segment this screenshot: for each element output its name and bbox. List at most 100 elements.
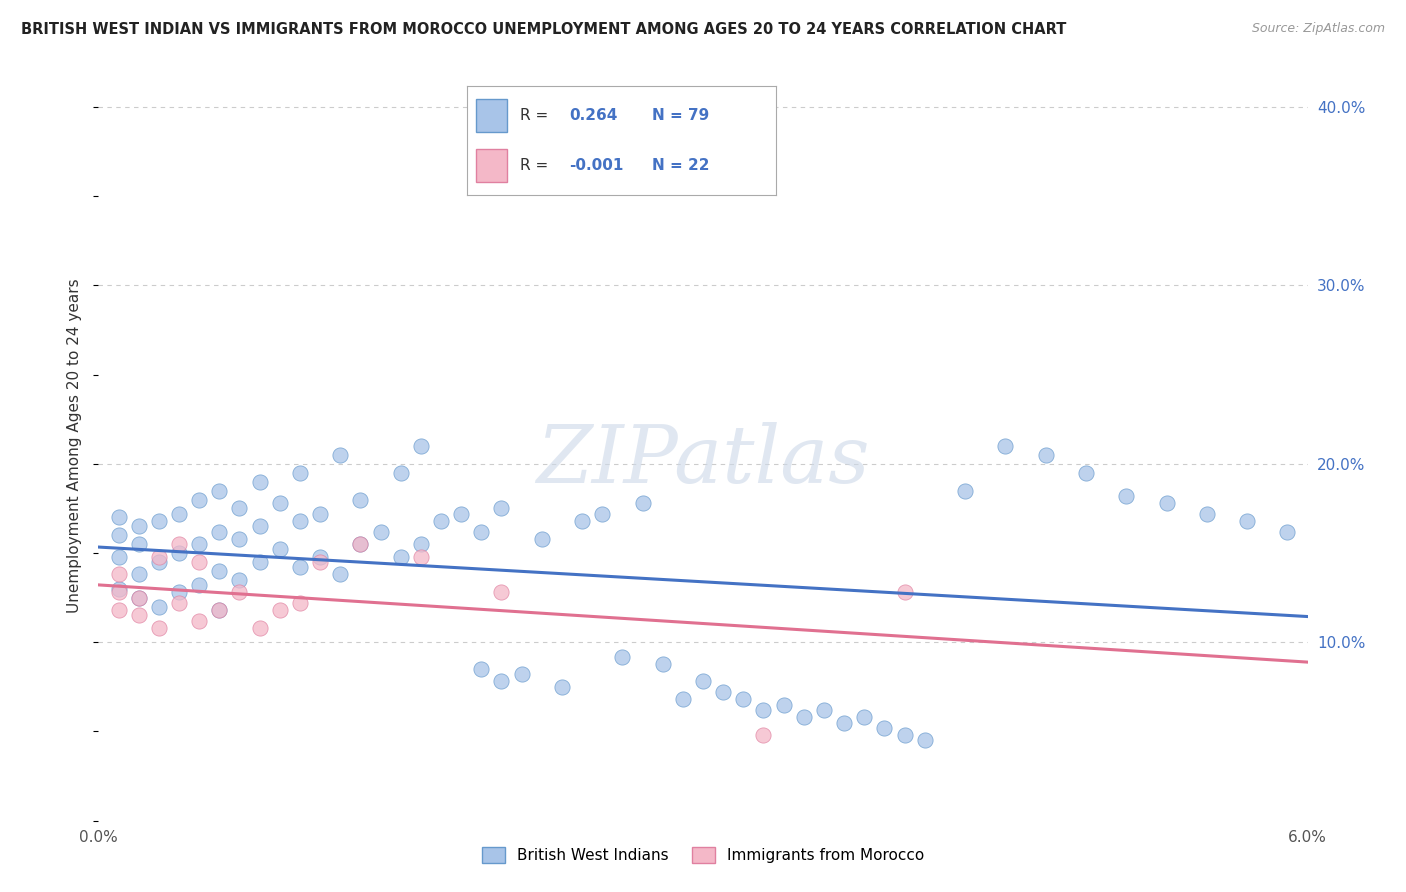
Text: ZIPatlas: ZIPatlas <box>536 422 870 500</box>
Point <box>491 501 513 516</box>
Point <box>208 483 231 498</box>
Point <box>370 524 392 539</box>
Point <box>491 585 513 599</box>
Point <box>128 567 150 582</box>
Point <box>188 614 211 628</box>
Point <box>631 496 654 510</box>
Point <box>409 439 432 453</box>
Point <box>994 439 1017 453</box>
Point <box>309 507 332 521</box>
Point <box>128 591 150 605</box>
Point <box>409 549 432 564</box>
Point <box>1115 489 1137 503</box>
Point <box>167 537 190 551</box>
Point <box>571 514 593 528</box>
Point <box>128 537 150 551</box>
Point <box>591 507 613 521</box>
Point <box>733 692 755 706</box>
Point <box>107 510 129 524</box>
Point <box>349 537 371 551</box>
Point <box>288 596 311 610</box>
Point <box>349 492 371 507</box>
Point <box>107 585 129 599</box>
Point <box>167 596 190 610</box>
Point <box>1277 524 1299 539</box>
Point <box>107 582 129 596</box>
Point <box>651 657 673 671</box>
Point <box>128 519 150 533</box>
Point <box>128 608 150 623</box>
Point <box>188 537 211 551</box>
Point <box>510 667 533 681</box>
Point <box>470 524 492 539</box>
Point <box>188 555 211 569</box>
Point <box>752 728 775 742</box>
Y-axis label: Unemployment Among Ages 20 to 24 years: Unemployment Among Ages 20 to 24 years <box>67 278 83 614</box>
Point <box>167 507 190 521</box>
Point <box>148 514 170 528</box>
Point <box>208 603 231 617</box>
Point <box>893 728 915 742</box>
Point <box>711 685 734 699</box>
Point <box>409 537 432 551</box>
Point <box>269 542 291 557</box>
Text: BRITISH WEST INDIAN VS IMMIGRANTS FROM MOROCCO UNEMPLOYMENT AMONG AGES 20 TO 24 : BRITISH WEST INDIAN VS IMMIGRANTS FROM M… <box>21 22 1067 37</box>
Point <box>188 492 211 507</box>
Point <box>148 599 170 614</box>
Point <box>228 532 250 546</box>
Point <box>551 680 574 694</box>
Legend: British West Indians, Immigrants from Morocco: British West Indians, Immigrants from Mo… <box>475 841 931 869</box>
Point <box>389 549 412 564</box>
Point <box>148 555 170 569</box>
Point <box>329 567 352 582</box>
Point <box>430 514 453 528</box>
Point <box>107 549 129 564</box>
Point <box>752 703 775 717</box>
Point <box>1195 507 1218 521</box>
Point <box>389 466 412 480</box>
Point <box>1074 466 1097 480</box>
Point <box>491 674 513 689</box>
Point <box>309 549 332 564</box>
Point <box>148 549 170 564</box>
Point <box>208 564 231 578</box>
Point <box>208 524 231 539</box>
Point <box>228 501 250 516</box>
Point <box>188 578 211 592</box>
Point <box>309 555 332 569</box>
Point <box>228 573 250 587</box>
Point <box>107 528 129 542</box>
Point <box>672 692 695 706</box>
Point <box>470 662 492 676</box>
Point <box>288 466 311 480</box>
Point <box>612 649 634 664</box>
Point <box>167 585 190 599</box>
Point <box>1156 496 1178 510</box>
Point <box>288 560 311 574</box>
Point <box>249 475 271 489</box>
Point <box>288 514 311 528</box>
Point <box>349 537 371 551</box>
Point <box>772 698 794 712</box>
Point <box>692 674 714 689</box>
Point <box>450 507 472 521</box>
Point <box>208 603 231 617</box>
Point <box>853 710 876 724</box>
Point <box>269 496 291 510</box>
Point <box>128 591 150 605</box>
Point <box>107 603 129 617</box>
Point <box>1236 514 1258 528</box>
Point <box>167 546 190 560</box>
Text: Source: ZipAtlas.com: Source: ZipAtlas.com <box>1251 22 1385 36</box>
Point <box>530 532 553 546</box>
Point <box>148 621 170 635</box>
Point <box>813 703 835 717</box>
Point <box>249 519 271 533</box>
Point <box>1035 448 1057 462</box>
Point <box>329 448 352 462</box>
Point <box>269 603 291 617</box>
Point <box>793 710 815 724</box>
Point <box>249 621 271 635</box>
Point <box>914 733 936 747</box>
Point <box>953 483 976 498</box>
